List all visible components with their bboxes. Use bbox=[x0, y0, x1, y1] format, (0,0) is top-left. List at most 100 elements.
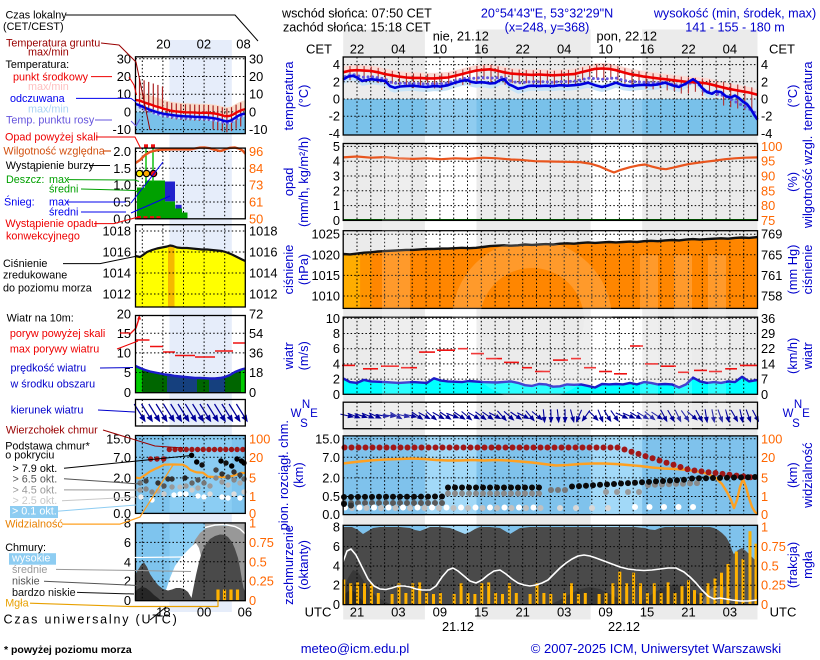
svg-text:1025: 1025 bbox=[312, 227, 340, 242]
svg-text:1: 1 bbox=[249, 516, 256, 531]
svg-text:S: S bbox=[792, 418, 800, 430]
svg-text:18: 18 bbox=[156, 605, 170, 620]
svg-text:4: 4 bbox=[124, 554, 131, 569]
svg-text:09: 09 bbox=[598, 605, 612, 620]
svg-text:761: 761 bbox=[761, 268, 782, 283]
svg-text:4: 4 bbox=[333, 558, 340, 573]
svg-text:> 7.9 okt.: > 7.9 okt. bbox=[13, 463, 58, 475]
svg-text:100: 100 bbox=[761, 139, 782, 154]
svg-text:20: 20 bbox=[249, 69, 263, 84]
svg-text:90: 90 bbox=[761, 169, 775, 184]
svg-text:4: 4 bbox=[761, 57, 768, 72]
svg-text:1016: 1016 bbox=[249, 245, 277, 260]
svg-text:22: 22 bbox=[350, 42, 364, 57]
svg-text:0.0: 0.0 bbox=[322, 507, 340, 522]
svg-text:04: 04 bbox=[557, 42, 571, 57]
svg-text:1012: 1012 bbox=[249, 287, 277, 302]
svg-text:04: 04 bbox=[391, 42, 405, 57]
svg-text:0.5: 0.5 bbox=[113, 489, 131, 504]
svg-text:1: 1 bbox=[333, 198, 340, 213]
svg-text:UTC: UTC bbox=[305, 605, 332, 620]
svg-text:W: W bbox=[783, 408, 794, 420]
svg-text:769: 769 bbox=[761, 227, 782, 242]
svg-text:6: 6 bbox=[124, 535, 131, 550]
svg-text:Wilgotność względna: Wilgotność względna bbox=[3, 146, 104, 158]
svg-text:(mm Hg): (mm Hg) bbox=[785, 245, 800, 295]
svg-text:85: 85 bbox=[761, 183, 775, 198]
svg-text:(km): (km) bbox=[291, 462, 306, 488]
svg-text:20: 20 bbox=[117, 306, 131, 321]
svg-text:20°54'43"E, 53°32'29"N: 20°54'43"E, 53°32'29"N bbox=[481, 7, 613, 21]
svg-text:06: 06 bbox=[238, 605, 252, 620]
svg-text:ciśnienie: ciśnienie bbox=[281, 245, 296, 295]
svg-text:1.5: 1.5 bbox=[113, 161, 131, 176]
svg-text:6: 6 bbox=[333, 539, 340, 554]
svg-text:5: 5 bbox=[761, 470, 768, 485]
svg-text:kierunek wiatru: kierunek wiatru bbox=[11, 405, 84, 417]
svg-text:poryw powyżej skali: poryw powyżej skali bbox=[10, 328, 105, 340]
svg-text:22: 22 bbox=[761, 341, 775, 356]
svg-text:0: 0 bbox=[249, 385, 256, 400]
svg-text:141 - 155 - 180 m: 141 - 155 - 180 m bbox=[685, 21, 784, 35]
svg-text:100: 100 bbox=[761, 431, 782, 446]
svg-text:Podstawa chmur*: Podstawa chmur* bbox=[5, 440, 90, 452]
svg-text:2: 2 bbox=[333, 372, 340, 387]
svg-text:0.5: 0.5 bbox=[761, 558, 779, 573]
svg-text:Wiatr na 10m:: Wiatr na 10m: bbox=[7, 313, 74, 325]
svg-text:5: 5 bbox=[124, 365, 131, 380]
svg-text:0: 0 bbox=[249, 506, 256, 521]
svg-text:CET: CET bbox=[306, 42, 332, 57]
svg-text:wiatr: wiatr bbox=[281, 342, 296, 371]
svg-text:> 4.5 okt.: > 4.5 okt. bbox=[13, 484, 58, 496]
svg-text:0: 0 bbox=[761, 387, 768, 402]
svg-text:> 6.5 okt.: > 6.5 okt. bbox=[13, 473, 58, 485]
svg-text:Temperatura:: Temperatura: bbox=[6, 59, 70, 71]
svg-text:30: 30 bbox=[117, 51, 131, 66]
svg-text:N: N bbox=[794, 399, 802, 411]
svg-text:0: 0 bbox=[333, 387, 340, 402]
svg-text:18: 18 bbox=[249, 365, 263, 380]
svg-text:0.75: 0.75 bbox=[761, 539, 786, 554]
svg-text:21: 21 bbox=[681, 605, 695, 620]
svg-text:temperatura: temperatura bbox=[281, 61, 296, 131]
svg-text:Widzialność: Widzialność bbox=[5, 519, 63, 531]
svg-text:7.0: 7.0 bbox=[322, 450, 340, 465]
svg-text:29: 29 bbox=[761, 326, 775, 341]
svg-text:0.75: 0.75 bbox=[249, 535, 274, 550]
svg-text:22: 22 bbox=[515, 42, 529, 57]
svg-text:21: 21 bbox=[515, 605, 529, 620]
svg-text:09: 09 bbox=[433, 605, 447, 620]
svg-text:(x=248, y=368): (x=248, y=368) bbox=[505, 21, 590, 35]
svg-text:N: N bbox=[302, 399, 310, 411]
svg-text:Czas lokalny: Czas lokalny bbox=[6, 10, 68, 22]
svg-text:max: max bbox=[49, 174, 70, 186]
svg-text:w środku obszaru: w środku obszaru bbox=[10, 379, 96, 391]
svg-text:10: 10 bbox=[117, 87, 131, 102]
svg-text:14: 14 bbox=[761, 356, 775, 371]
svg-text:20: 20 bbox=[249, 450, 263, 465]
svg-text:(CET/CEST): (CET/CEST) bbox=[3, 21, 64, 33]
svg-text:pion. rozciągł. chm.: pion. rozciągł. chm. bbox=[276, 420, 291, 530]
svg-text:-4: -4 bbox=[761, 126, 772, 141]
svg-text:20: 20 bbox=[156, 37, 170, 52]
svg-text:16: 16 bbox=[474, 42, 488, 57]
svg-text:0: 0 bbox=[124, 385, 131, 400]
svg-text:niskie: niskie bbox=[12, 576, 40, 588]
svg-text:© 2007-2025 ICM, Uniwersytet W: © 2007-2025 ICM, Uniwersytet Warszawski bbox=[531, 641, 782, 656]
svg-text:5: 5 bbox=[333, 139, 340, 154]
svg-text:E: E bbox=[802, 408, 810, 420]
svg-text:1020: 1020 bbox=[312, 247, 340, 262]
svg-text:Mgła: Mgła bbox=[5, 598, 28, 610]
svg-text:100: 100 bbox=[249, 431, 270, 446]
svg-text:8: 8 bbox=[333, 520, 340, 535]
svg-text:08: 08 bbox=[236, 37, 250, 52]
svg-text:50: 50 bbox=[249, 211, 263, 226]
svg-text:0: 0 bbox=[761, 507, 768, 522]
svg-text:Chmury:: Chmury: bbox=[5, 542, 46, 554]
svg-text:7.0: 7.0 bbox=[113, 450, 131, 465]
svg-text:72: 72 bbox=[249, 306, 263, 321]
svg-text:Wierzchołek chmur: Wierzchołek chmur bbox=[6, 425, 98, 437]
svg-text:2.0: 2.0 bbox=[113, 144, 131, 159]
svg-text:> 0.1 okt.: > 0.1 okt. bbox=[12, 506, 57, 518]
svg-text:36: 36 bbox=[761, 311, 775, 326]
